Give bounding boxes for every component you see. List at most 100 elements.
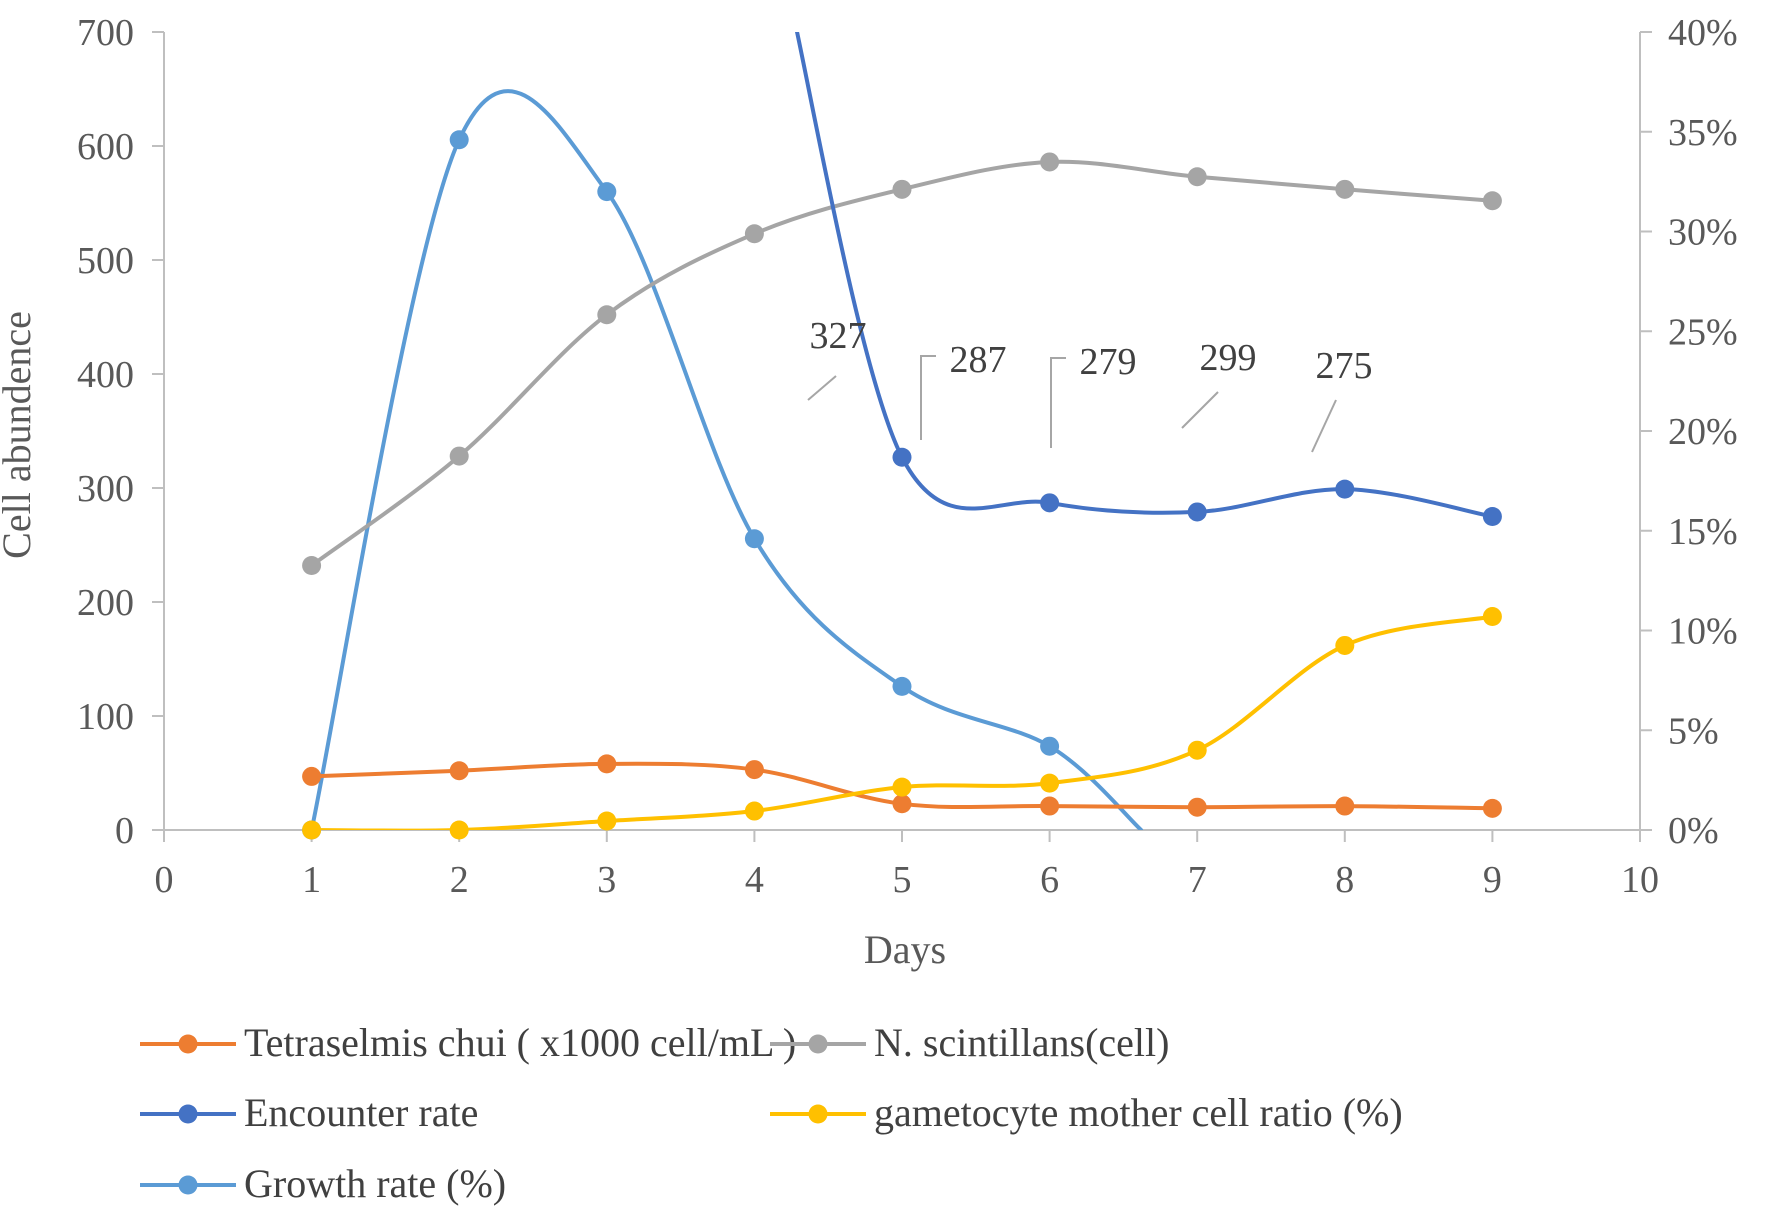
data-label-leader [1311,399,1337,453]
series-line [795,32,1495,519]
series-2 [795,32,1495,519]
series-markers-1 [302,152,1502,576]
x-tick-label: 2 [450,859,469,901]
y-tick-label: 400 [77,354,134,396]
data-point [1040,152,1060,172]
x-tick-label: 8 [1335,859,1354,901]
data-point [1187,797,1207,817]
x-axis-title: Days [864,927,946,972]
data-point [744,801,764,821]
series-markers-4 [302,130,1060,840]
data-point [744,760,764,780]
data-point [744,224,764,244]
data-point [1335,179,1355,199]
legend-label: Tetraselmis chui ( x1000 cell/mL ) [244,1020,796,1065]
series-markers-2 [892,447,1502,526]
series-markers-0 [302,754,1502,818]
legend-label: N. scintillans(cell) [874,1020,1169,1065]
x-tick-label: 1 [302,859,321,901]
data-point [1040,493,1060,513]
x-tick-label: 5 [893,859,912,901]
data-point [597,754,617,774]
y2-tick-label: 35% [1668,112,1738,154]
data-point [744,529,764,549]
series-line [309,89,1144,830]
data-point [1335,635,1355,655]
legend-marker-swatch [178,1175,198,1195]
data-point [892,794,912,814]
data-point [1187,167,1207,187]
y2-tick-label: 0% [1668,810,1719,852]
data-point [597,305,617,325]
series-markers-3 [302,607,1502,840]
data-point [1040,773,1060,793]
series-layer [302,32,1502,840]
legend-label: Encounter rate [244,1090,478,1135]
data-point [1187,502,1207,522]
legend-marker-swatch [808,1104,828,1124]
encounter-data-label: 287 [950,339,1007,381]
data-point [1040,796,1060,816]
y2-tick-label: 20% [1668,411,1738,453]
data-label-leader [807,375,837,401]
axes: 01002003004005006007000%5%10%15%20%25%30… [77,12,1738,901]
data-point [449,761,469,781]
series-1 [309,159,1495,568]
legend: Tetraselmis chui ( x1000 cell/mL ) N. sci… [140,1020,1403,1206]
data-point [302,766,322,786]
data-point [1482,191,1502,211]
y2-tick-label: 5% [1668,710,1719,752]
y-tick-label: 100 [77,696,134,738]
legend-label: Growth rate (%) [244,1161,506,1206]
legend-item: Encounter rate [140,1090,478,1135]
data-point [302,556,322,576]
legend-marker-swatch [178,1104,198,1124]
data-point [1187,740,1207,760]
y-tick-label: 300 [77,468,134,510]
data-point [302,820,322,840]
legend-marker-swatch [808,1034,828,1054]
data-point [892,179,912,199]
data-label-leader [920,355,936,440]
legend-label: gametocyte mother cell ratio (%) [874,1090,1403,1135]
data-point [1482,507,1502,526]
data-label-leader [1181,391,1219,429]
data-label-leader [1050,357,1066,448]
y-tick-label: 0 [115,810,134,852]
data-point [1335,796,1355,816]
x-tick-label: 0 [155,859,174,901]
data-point [597,182,617,202]
y2-tick-label: 15% [1668,511,1738,553]
data-point [449,820,469,840]
data-point [597,811,617,831]
y-tick-label: 500 [77,240,134,282]
data-point [892,777,912,797]
legend-item: gametocyte mother cell ratio (%) [770,1090,1403,1135]
data-point [1040,736,1060,756]
series-line [309,159,1495,568]
y2-tick-label: 30% [1668,212,1738,254]
data-point [1335,479,1355,499]
y2-tick-label: 10% [1668,611,1738,653]
y-axis-title: Cell abundence [0,311,39,559]
x-tick-label: 3 [597,859,616,901]
y-tick-label: 700 [77,12,134,54]
data-point [892,676,912,696]
encounter-data-label: 327 [810,315,867,357]
legend-marker-swatch [178,1034,198,1054]
data-point [1482,607,1502,627]
x-tick-label: 10 [1621,859,1659,901]
x-tick-label: 4 [745,859,764,901]
y-tick-label: 600 [77,126,134,168]
data-labels: 327 287 279 299 275 [807,315,1373,453]
encounter-data-label: 275 [1316,345,1373,387]
legend-item: N. scintillans(cell) [770,1020,1169,1065]
y2-tick-label: 40% [1668,12,1738,54]
y2-tick-label: 25% [1668,311,1738,353]
data-point [449,130,469,150]
encounter-data-label: 299 [1200,337,1257,379]
x-tick-label: 9 [1483,859,1502,901]
data-point [892,447,912,467]
data-point [1482,798,1502,818]
x-tick-label: 7 [1188,859,1207,901]
